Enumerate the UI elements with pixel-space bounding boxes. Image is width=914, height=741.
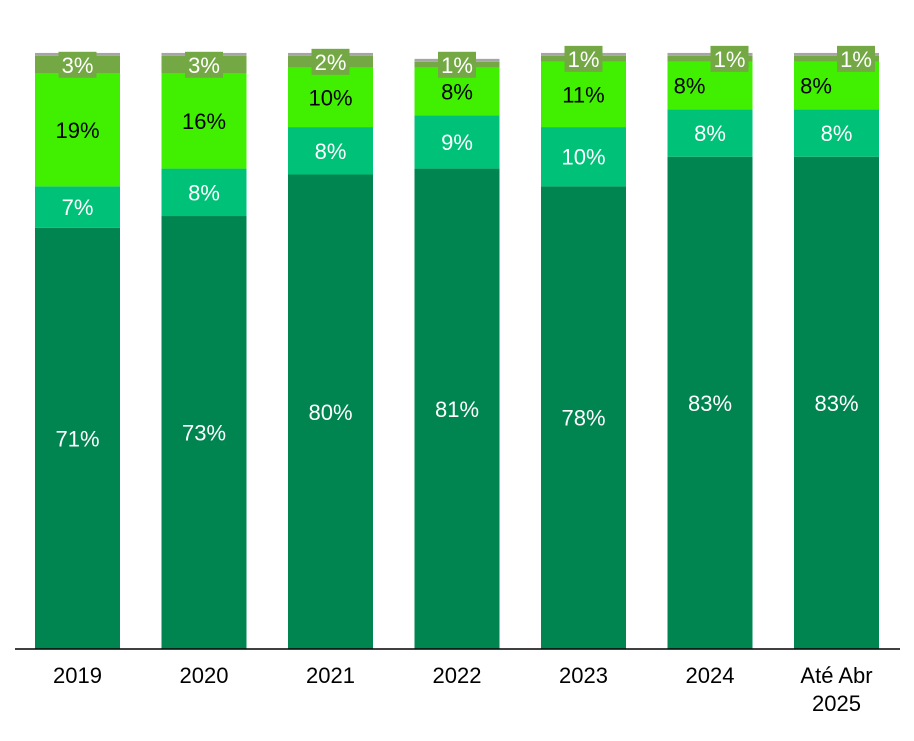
data-label: 8% xyxy=(821,121,853,146)
bar-segment xyxy=(161,168,247,217)
data-label: 3% xyxy=(62,53,94,78)
bar-segment xyxy=(161,73,247,169)
data-label: 81% xyxy=(435,397,479,422)
x-tick-label: 2021 xyxy=(306,663,355,688)
bar-segment xyxy=(541,127,626,187)
bar-segment xyxy=(794,52,879,56)
data-label: 1% xyxy=(441,53,473,78)
bar-segment xyxy=(414,115,500,169)
bar-segment xyxy=(667,156,753,650)
data-labels-layer: 71%7%19%3%73%8%16%3%80%8%10%2%81%9%8%1%7… xyxy=(55,45,875,451)
data-label: 71% xyxy=(55,426,99,451)
data-label: 1% xyxy=(714,47,746,72)
data-label: 9% xyxy=(441,130,473,155)
data-label: 8% xyxy=(800,74,832,99)
bar-segment xyxy=(541,61,626,128)
bar-segment xyxy=(35,186,120,228)
data-label: 8% xyxy=(674,74,706,99)
x-tick-label: 2019 xyxy=(53,663,102,688)
data-label-box xyxy=(710,45,749,72)
x-tick-label: Até Abr 2025 xyxy=(800,663,872,716)
data-label-box xyxy=(837,45,875,72)
bar-segment xyxy=(288,67,373,128)
data-label: 78% xyxy=(561,406,605,431)
data-label: 3% xyxy=(188,53,220,78)
data-label-box xyxy=(58,51,97,78)
x-tick-label: 2024 xyxy=(686,663,735,688)
data-label: 2% xyxy=(315,50,347,75)
bar-segment xyxy=(794,156,879,650)
data-label: 8% xyxy=(694,121,726,146)
data-label: 10% xyxy=(561,145,605,170)
x-tick-label: 2020 xyxy=(180,663,229,688)
data-label: 83% xyxy=(814,391,858,416)
bar-segment xyxy=(667,55,753,62)
data-label: 80% xyxy=(308,400,352,425)
bar-segment xyxy=(35,227,120,649)
bar-segment xyxy=(667,52,753,56)
bar-segment xyxy=(288,174,373,649)
bar-segment xyxy=(161,216,247,649)
data-label: 73% xyxy=(182,421,226,446)
data-label-box xyxy=(185,51,223,78)
x-tick-label: 2023 xyxy=(559,663,608,688)
data-label: 8% xyxy=(315,139,347,164)
bar-segment xyxy=(794,109,879,157)
bar-segment xyxy=(35,73,120,187)
bar-segment xyxy=(414,168,500,649)
data-label: 7% xyxy=(62,195,94,220)
data-label-box xyxy=(438,51,476,78)
bar-segment xyxy=(541,186,626,649)
bar-segment xyxy=(667,109,753,157)
data-label: 83% xyxy=(688,391,732,416)
bar-segment xyxy=(288,127,373,175)
data-label: 1% xyxy=(840,47,872,72)
data-label-box xyxy=(564,45,603,72)
data-label: 1% xyxy=(568,47,600,72)
x-tick-labels-layer: 2019 2020 2021 2022 2023 2024 Até Abr 2025 xyxy=(53,663,873,716)
bar-segment xyxy=(794,55,879,62)
data-label: 8% xyxy=(188,180,220,205)
x-tick-label: 2022 xyxy=(433,663,482,688)
data-label: 16% xyxy=(182,109,226,134)
data-label: 19% xyxy=(55,118,99,143)
data-label-box xyxy=(311,48,350,75)
data-label: 8% xyxy=(441,79,473,104)
data-label: 11% xyxy=(562,82,604,107)
data-label: 10% xyxy=(308,85,352,110)
